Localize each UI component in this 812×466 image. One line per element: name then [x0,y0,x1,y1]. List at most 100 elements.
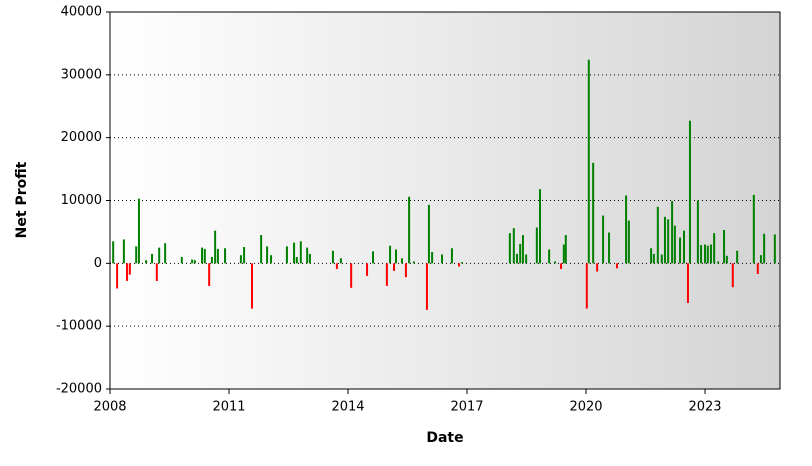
bar [331,250,334,264]
bar [704,244,707,264]
bar [128,263,131,275]
bar [773,234,776,264]
x-tick-label: 2014 [331,400,364,415]
bar [306,247,309,264]
bar [243,246,246,264]
bar [535,227,538,264]
bar [683,230,686,264]
bar [723,230,726,264]
x-tick-label: 2017 [450,400,483,415]
bar [717,261,720,264]
bar [627,220,630,264]
bar [266,246,269,264]
bar [615,263,618,269]
bar [752,194,755,264]
bar [539,189,542,264]
bar [270,255,273,264]
bar [548,249,551,264]
bar [700,245,703,264]
x-tick-label: 2008 [93,400,126,415]
bar [652,253,655,264]
bar [602,215,605,264]
bar [688,120,691,264]
bar [427,204,430,264]
bar [193,260,196,264]
bar [596,263,599,272]
bar [214,230,217,264]
bar [650,248,653,264]
bar [203,248,206,264]
bar [395,249,398,264]
bar [663,216,666,264]
bar [112,241,115,264]
bar [671,201,674,264]
bar [519,243,522,264]
bar [512,228,515,264]
x-tick-label: 2023 [688,400,721,415]
bar [592,162,595,264]
bar [285,246,288,264]
bar [587,59,590,264]
x-tick-label: 2020 [569,400,602,415]
bar [122,239,125,264]
bar [191,259,194,264]
y-tick-label: 20000 [61,130,102,145]
bar [508,233,511,264]
bar [389,245,392,264]
bar [706,245,709,264]
bar [756,263,759,275]
bar [625,195,628,264]
bar [251,263,254,309]
y-tick-label: 40000 [61,5,102,20]
bar [585,263,588,309]
bar [736,250,739,264]
bar [696,200,699,264]
bar [137,198,140,264]
bar [450,248,453,264]
bar [731,263,734,288]
bar [667,219,670,264]
bar [116,263,119,289]
bar [126,263,129,281]
bar [656,206,659,264]
x-tick-label: 2011 [212,400,245,415]
x-axis-label: Date [426,430,463,446]
bar [562,244,565,264]
bar [224,248,227,264]
bar [400,258,403,264]
bar [158,247,161,264]
bar [404,263,407,278]
bar [441,254,444,264]
bar [725,255,728,264]
bar [151,253,154,264]
bar [239,255,242,264]
bar [679,237,682,264]
bar [713,233,716,264]
bar [709,244,712,264]
y-tick-label: 0 [94,256,102,271]
bar [554,261,557,264]
bar [135,246,138,264]
bar [412,261,415,264]
y-tick-label: 30000 [61,67,102,82]
y-axis-label: Net Profit [14,161,30,238]
bar [660,254,663,264]
bar [208,263,211,286]
bar [145,260,148,264]
bar [372,251,375,264]
bar [763,233,766,264]
bar [564,235,567,264]
bar [155,263,158,281]
bar [408,196,411,264]
bar [299,241,302,264]
bar [759,255,762,264]
bar [293,242,296,264]
bar [350,263,353,288]
bar [366,263,369,276]
bar [608,232,611,264]
bar [393,263,396,271]
y-tick-label: -20000 [56,382,102,397]
bar [431,252,434,264]
bar [673,225,676,264]
